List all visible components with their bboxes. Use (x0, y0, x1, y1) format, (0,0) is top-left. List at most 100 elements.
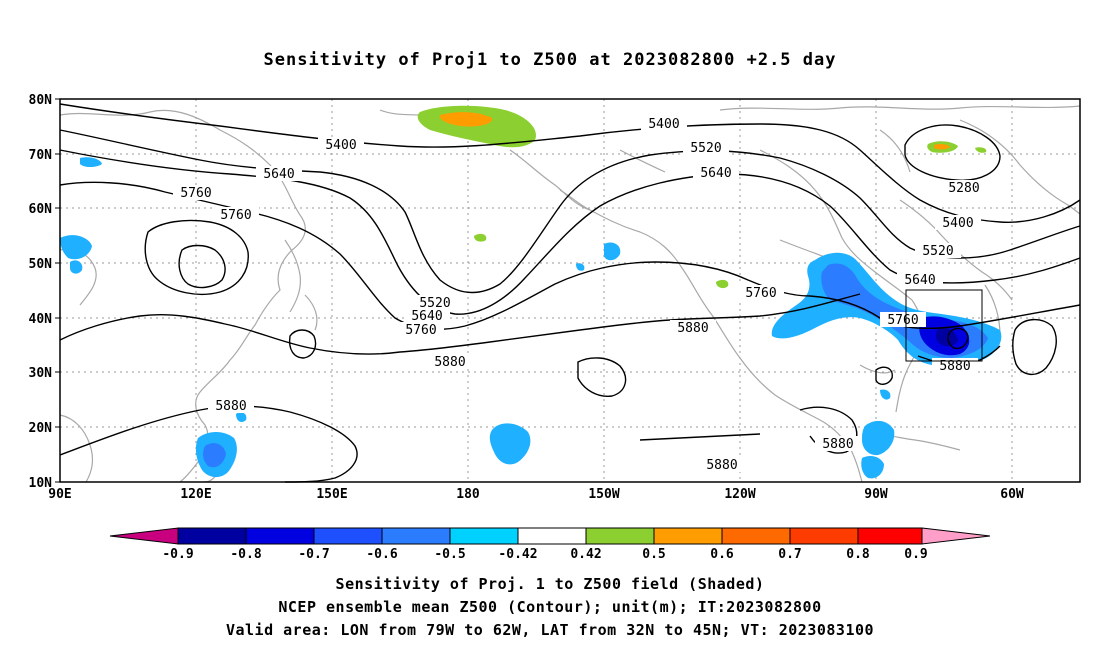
contour-5760-west-loop (144, 219, 249, 295)
sensitivity-shading (60, 105, 1002, 479)
shade-negative-siberia (80, 157, 102, 167)
shade-negative-western-pacific-dot (236, 412, 247, 422)
colorbar-label: -0.42 (498, 547, 537, 562)
svg-text:5640: 5640 (263, 167, 294, 182)
colorbar-label: 0.42 (570, 547, 601, 562)
contour-5640 (59, 149, 1081, 315)
svg-text:5520: 5520 (690, 141, 721, 156)
colorbar-swatch (585, 527, 655, 545)
map-border (59, 98, 1081, 483)
lat-axis: 80N 70N 60N 50N 40N 30N 20N 10N (29, 93, 60, 491)
contour-label: 5400 (318, 137, 364, 153)
lon-label: 90E (48, 487, 71, 502)
contour-5880-atlantic-loop (1012, 319, 1057, 375)
colorbar-left-arrow (109, 527, 179, 545)
shade-negative-caribbean (862, 420, 895, 456)
svg-text:5520: 5520 (922, 244, 953, 259)
colorbar: -0.9 -0.8 -0.7 -0.6 -0.5 -0.42 0.42 0.5 … (109, 527, 991, 562)
svg-text:5760: 5760 (220, 208, 251, 223)
shade-positive-core-north-pacific (439, 112, 493, 127)
shade-negative-west-pacific-small (70, 260, 83, 274)
svg-text:5760: 5760 (745, 286, 776, 301)
lon-label: 60W (1000, 487, 1024, 502)
colorbar-swatch (177, 527, 247, 545)
shade-negative-east-us-center (935, 327, 958, 347)
contour-5880-inner-east (947, 327, 969, 350)
shade-negative-pacific-dot (576, 263, 585, 271)
colorbar-label: 0.5 (642, 547, 665, 562)
contour-label-group: 5400 5640 5760 5760 5520 5640 5760 5880 … (173, 116, 987, 473)
colorbar-label: -0.6 (366, 547, 397, 562)
svg-text:5880: 5880 (706, 458, 737, 473)
caption-line-2: NCEP ensemble mean Z500 (Contour); unit(… (278, 598, 822, 616)
contour-5280 (904, 124, 1001, 181)
contour-label: 5760 (213, 207, 259, 223)
colorbar-label: -0.7 (298, 547, 329, 562)
svg-text:5640: 5640 (904, 273, 935, 288)
lat-label: 60N (29, 202, 53, 217)
contour-label: 5640 (897, 272, 943, 288)
colorbar-label: -0.5 (434, 547, 465, 562)
contour-label: 5520 (683, 140, 729, 156)
svg-text:5400: 5400 (942, 216, 973, 231)
shade-positive-pacific-small (474, 233, 487, 242)
svg-text:5640: 5640 (411, 309, 442, 324)
lon-label: 90W (864, 487, 888, 502)
contour-5880-eastern (639, 433, 761, 441)
lon-label: 150W (588, 487, 619, 502)
colorbar-swatch (245, 527, 315, 545)
shade-negative-pacific-island (489, 423, 531, 465)
contour-label: 5640 (256, 166, 302, 182)
contour-label: 5880 (699, 457, 745, 473)
svg-text:5880: 5880 (677, 321, 708, 336)
shade-positive-arctic-small (975, 147, 987, 153)
shade-negative-caribbean-dot (880, 389, 891, 400)
colorbar-swatch (721, 527, 791, 545)
colorbar-label: 0.7 (778, 547, 801, 562)
lat-label: 30N (29, 366, 53, 381)
svg-text:5400: 5400 (648, 117, 679, 132)
svg-text:5520: 5520 (419, 296, 450, 311)
lat-label: 50N (29, 257, 53, 272)
svg-text:5760: 5760 (887, 313, 918, 328)
contour-label: 5880 (815, 436, 861, 452)
colorbar-label: -0.9 (162, 547, 193, 562)
contour-label: 5880 (208, 398, 254, 414)
caption-line-3: Valid area: LON from 79W to 62W, LAT fro… (225, 621, 875, 639)
lat-label: 70N (29, 148, 53, 163)
colorbar-swatch (381, 527, 451, 545)
colorbar-label: 0.8 (846, 547, 870, 562)
contour-label: 5640 (404, 308, 450, 324)
shade-negative-west-pacific-north (60, 235, 92, 260)
contour-label: 5280 (941, 180, 987, 196)
lat-label: 10N (29, 476, 53, 491)
contour-5880-pacific-loop (288, 329, 317, 359)
contour-label: 5400 (935, 215, 981, 231)
shade-positive-greenland-core (934, 143, 950, 150)
colorbar-swatch (449, 527, 519, 545)
contour-5880-main (59, 293, 861, 355)
contour-label: 5520 (915, 243, 961, 259)
contour-label: 5760 (738, 285, 784, 301)
shade-negative-north-pacific-small (604, 242, 621, 261)
svg-text:5880: 5880 (434, 355, 465, 370)
lat-label: 40N (29, 312, 53, 327)
colorbar-label: 0.9 (904, 547, 927, 562)
lon-label: 120W (724, 487, 755, 502)
contour-5760-inner-west (178, 244, 226, 289)
contour-label: 5400 (641, 116, 687, 132)
contour-label: 5880 (427, 354, 473, 370)
z500-contours (59, 103, 1081, 483)
contour-5880-south (59, 405, 358, 483)
lon-label: 120E (180, 487, 211, 502)
svg-text:5400: 5400 (325, 138, 356, 153)
svg-text:5760: 5760 (180, 186, 211, 201)
shade-negative-philippines-core (203, 443, 226, 468)
contour-label: 5880 (670, 320, 716, 336)
lon-axis: 90E 120E 150E 180 150W 120W 90W 60W (48, 487, 1024, 502)
colorbar-swatch (313, 527, 383, 545)
shade-negative-caribbean-south (861, 456, 884, 479)
lon-label: 150E (316, 487, 347, 502)
lat-label: 80N (29, 93, 53, 108)
